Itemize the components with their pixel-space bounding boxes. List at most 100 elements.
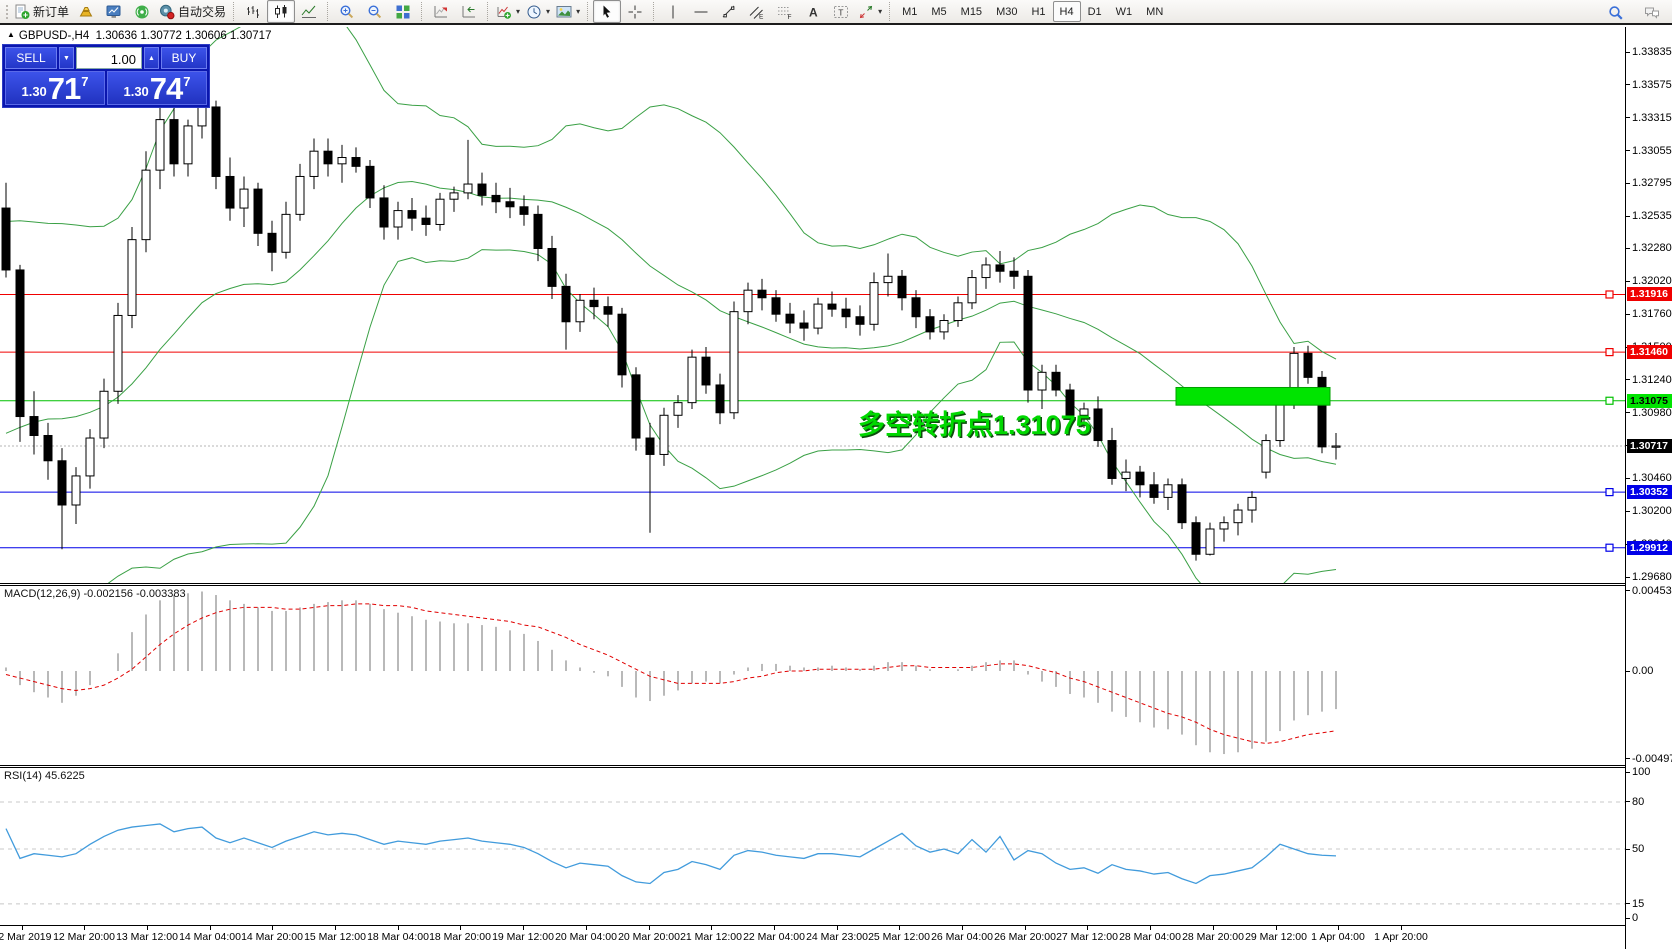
axis-tick (1626, 379, 1630, 380)
chat-button[interactable] (1638, 1, 1666, 24)
timeframe-h4-button[interactable]: H4 (1052, 1, 1081, 22)
axis-tick (1626, 150, 1630, 151)
line-chart-button[interactable] (295, 0, 323, 23)
search-button[interactable] (1602, 1, 1630, 24)
vline-icon (672, 5, 674, 18)
indicators-button[interactable]: ▾ (493, 0, 523, 23)
timeframe-m5-button[interactable]: M5 (931, 5, 947, 18)
pane-separator[interactable] (0, 765, 1672, 768)
time-tick (586, 926, 587, 930)
linechart-icon (301, 5, 317, 18)
time-tick (84, 926, 85, 930)
zoom-in-button[interactable] (333, 0, 361, 23)
pivot-annotation[interactable]: 多空转折点1.31075 (858, 410, 1091, 440)
bar-chart-button[interactable] (239, 0, 267, 23)
volume-input[interactable]: 1.00 (76, 47, 142, 69)
svg-text:T: T (838, 7, 843, 17)
time-tick (1213, 926, 1214, 930)
price-tick-label: 1.30460 (1632, 472, 1672, 485)
tile-windows-button[interactable] (389, 0, 417, 23)
time-label: 25 Mar 12:00 (868, 931, 930, 943)
price-pane[interactable]: ▲ GBPUSD-,H4 1.30636 1.30772 1.30606 1.30… (0, 27, 1625, 583)
rsi-pane[interactable]: RSI(14) 45.6225 (0, 768, 1625, 926)
time-tick (272, 926, 273, 930)
time-label: 24 Mar 23:00 (806, 931, 868, 943)
trendline-button[interactable] (715, 0, 743, 23)
horizontal-line-button[interactable] (687, 0, 715, 23)
price-tick-label: 1.30200 (1632, 505, 1672, 518)
marketwatch-icon (106, 5, 121, 18)
timeframe-mn-button[interactable]: MN (1146, 5, 1164, 18)
buy-button[interactable]: BUY (161, 47, 207, 69)
time-tick (1087, 926, 1088, 930)
buy-price[interactable]: 1.30 74 7 (107, 71, 207, 105)
time-tick (523, 926, 524, 930)
zoom-out-button[interactable] (361, 0, 389, 23)
auto-scroll-button[interactable] (455, 0, 483, 23)
autotrading-button[interactable]: 自动交易 (156, 0, 229, 23)
candles-icon (275, 4, 287, 18)
time-label: 14 Mar 04:00 (179, 931, 241, 943)
search-icon (1609, 5, 1623, 20)
price-tick-label: 1.32020 (1632, 275, 1672, 288)
chart-window: ▲ GBPUSD-,H4 1.30636 1.30772 1.30606 1.30… (0, 27, 1672, 949)
periods-icon (527, 5, 541, 18)
chevron-down-icon: ▾ (878, 7, 883, 16)
time-label: 28 Mar 04:00 (1119, 931, 1181, 943)
arrows-button[interactable]: ▾ (855, 0, 885, 23)
toolbar-separator (653, 2, 655, 21)
toolbar-grip (4, 2, 9, 21)
timeframe-d1-button[interactable]: D1 (1087, 5, 1102, 18)
timeframe-m30-button[interactable]: M30 (996, 5, 1018, 18)
crosshair-button[interactable] (621, 0, 649, 23)
sell-price-sup: 7 (81, 74, 89, 89)
time-tick (210, 926, 211, 930)
vertical-line-button[interactable] (659, 0, 687, 23)
sell-price[interactable]: 1.30 71 7 (5, 71, 105, 105)
time-tick (1025, 926, 1026, 930)
price-tick-label: 1.29680 (1632, 571, 1672, 584)
chart-shift-button[interactable] (427, 0, 455, 23)
macd-label: MACD(12,26,9) -0.002156 -0.003383 (4, 588, 186, 600)
volume-increase-button[interactable]: ▲ (144, 47, 159, 69)
signals-button[interactable] (128, 0, 156, 23)
timeframe-w1-button[interactable]: W1 (1115, 5, 1133, 18)
templates-button[interactable]: ▾ (553, 0, 583, 23)
collapse-arrow-icon[interactable]: ▲ (7, 30, 15, 39)
time-tick (1276, 926, 1277, 930)
candlestick-chart-button[interactable] (267, 0, 296, 23)
level-price-badge: 1.31916 (1627, 287, 1672, 302)
candlesticks (1, 86, 1341, 561)
svg-text:F: F (788, 14, 792, 20)
sell-button[interactable]: SELL (5, 47, 57, 69)
timeframe-m15-button[interactable]: M15 (960, 5, 983, 18)
time-label: 14 Mar 20:00 (241, 931, 303, 943)
market-watch-button[interactable] (100, 0, 128, 23)
gold-chart-button[interactable] (72, 0, 100, 23)
time-tick (1150, 926, 1151, 930)
toolbar-separator (487, 2, 489, 21)
macd-pane[interactable]: MACD(12,26,9) -0.002156 -0.003383 (0, 586, 1625, 765)
time-label: 13 Mar 12:00 (116, 931, 178, 943)
periods-button[interactable]: ▾ (523, 0, 553, 23)
time-tick (147, 926, 148, 930)
timeframe-h1-button[interactable]: H1 (1031, 5, 1046, 18)
tline-icon (722, 5, 735, 17)
svg-text:E: E (759, 13, 764, 20)
toolbar-separator (421, 2, 423, 21)
volume-decrease-button[interactable]: ▼ (59, 47, 74, 69)
timeframe-m1-button[interactable]: M1 (902, 5, 918, 18)
text-button[interactable]: A (799, 0, 827, 23)
price-axis[interactable]: 1.33835 1.33575 1.33315 1.33055 1.32795 1.325… (1625, 27, 1672, 949)
price-tick-label: 1.33315 (1632, 111, 1672, 124)
fibonacci-button[interactable]: F (771, 0, 799, 23)
level-price-badge: 1.30352 (1627, 485, 1672, 500)
price-tick-label: 1.33575 (1632, 78, 1672, 91)
new-order-button[interactable]: 新订单 (11, 0, 72, 23)
equidistant-channel-button[interactable]: E (743, 0, 771, 23)
cursor-button[interactable] (593, 0, 622, 23)
pane-separator[interactable] (0, 583, 1672, 586)
toolbar-separator (233, 2, 235, 21)
text-label-button[interactable]: T (827, 0, 855, 23)
